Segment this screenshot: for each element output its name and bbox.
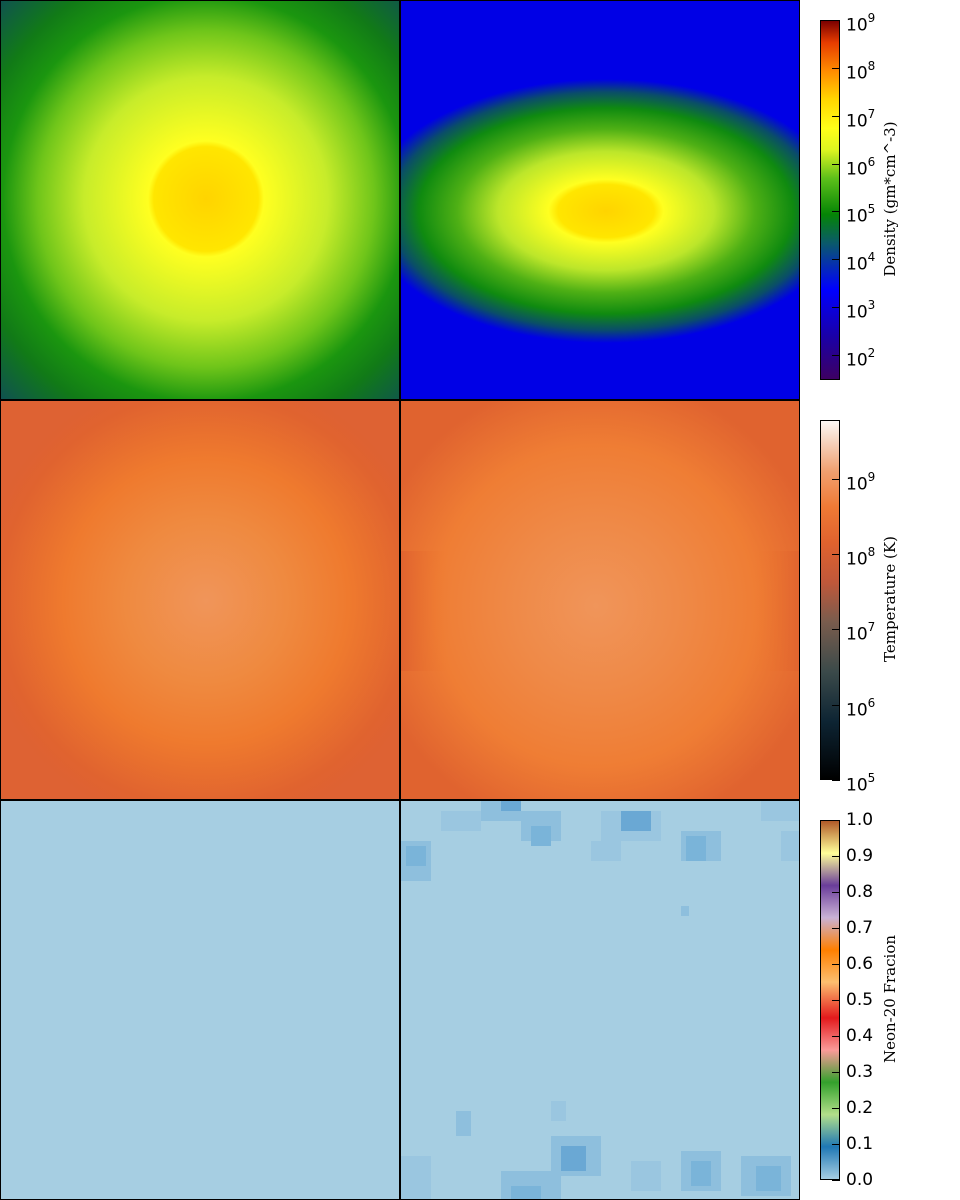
neon-panel-left [0, 800, 400, 1200]
neon-tick-mark [832, 1180, 840, 1181]
density-tick-mark [832, 307, 840, 309]
neon-tick-mark [832, 1144, 840, 1145]
density-panel-left [0, 0, 400, 400]
temperature-panel-right [400, 400, 800, 800]
temperature-tick-mark [832, 704, 840, 706]
neon-colorbar-gradient [821, 821, 839, 1179]
neon-map-right [401, 801, 799, 1199]
neon-tick-mark [832, 928, 840, 929]
temperature-tick-mark [832, 780, 840, 781]
temperature-tick-label: 106 [846, 695, 876, 721]
density-tick-label: 103 [846, 298, 876, 323]
neon-tick-mark [832, 1036, 840, 1037]
neon-tick-mark [832, 892, 840, 893]
neon-tick-label: 0.0 [846, 1170, 874, 1190]
temperature-band-right [401, 551, 799, 671]
neon-tick-label: 0.6 [846, 954, 874, 974]
density-tick-label: 105 [846, 202, 876, 228]
temperature-colorbar-label: Temperature (K) [881, 536, 899, 662]
temperature-tick-mark [832, 629, 840, 631]
neon-patches-bottom [401, 1101, 791, 1199]
temperature-colorbar [820, 420, 840, 780]
density-tick-mark [832, 259, 840, 261]
temperature-map-left [1, 401, 399, 799]
density-tick-mark [832, 20, 840, 21]
temperature-tick-label: 108 [846, 544, 876, 570]
density-colorbar [820, 20, 840, 380]
neon-panel-right [400, 800, 800, 1200]
density-map-left [1, 1, 399, 399]
density-tick-mark [832, 115, 840, 117]
density-tick-label: 104 [846, 250, 876, 275]
neon-tick-mark [832, 1108, 840, 1109]
density-tick-mark [832, 354, 840, 356]
density-panel-right [400, 0, 800, 400]
density-tick-label: 109 [846, 11, 876, 36]
temperature-tick-label: 107 [846, 620, 876, 645]
density-tick-label: 106 [846, 154, 876, 180]
neon-tick-mark [832, 1000, 840, 1001]
neon-tick-label: 0.2 [846, 1098, 874, 1118]
density-tick-label: 108 [846, 58, 876, 84]
neon-tick-label: 0.5 [846, 990, 874, 1010]
density-map-right [401, 1, 799, 399]
neon-tick-label: 0.9 [846, 846, 874, 866]
temperature-field-left [1, 401, 399, 799]
temperature-colorbar-gradient [821, 421, 839, 779]
density-field-right [401, 1, 799, 399]
density-field-left [1, 1, 399, 399]
temperature-tick-mark [832, 553, 840, 555]
temperature-panel-left [0, 400, 400, 800]
neon-tick-mark [832, 1072, 840, 1073]
density-tick-mark [832, 163, 840, 165]
neon-field-left [1, 801, 399, 1199]
density-colorbar-gradient [821, 21, 839, 379]
neon-tick-mark [832, 820, 840, 821]
neon-colorbar-label: Neon-20 Fracion [881, 934, 899, 1064]
neon-map-left [1, 801, 399, 1199]
neon-tick-label: 0.4 [846, 1026, 874, 1046]
temperature-tick-label: 105 [846, 771, 876, 796]
temperature-map-right [401, 401, 799, 799]
temperature-tick-label: 109 [846, 469, 876, 495]
neon-tick-mark [832, 964, 840, 965]
neon-tick-label: 1.0 [846, 810, 874, 830]
density-tick-mark [832, 67, 840, 69]
neon-tick-label: 0.8 [846, 882, 874, 902]
density-colorbar-label: Density (gm*cm^-3) [881, 121, 899, 277]
density-tick-mark [832, 211, 840, 213]
neon-tick-label: 0.3 [846, 1062, 874, 1082]
density-tick-label: 102 [846, 345, 876, 371]
neon-patches-top [401, 801, 799, 916]
density-tick-label: 107 [846, 106, 876, 132]
temperature-tick-mark [832, 478, 840, 480]
neon-tick-mark [832, 856, 840, 857]
neon-tick-label: 0.1 [846, 1134, 874, 1154]
neon-tick-label: 0.7 [846, 918, 874, 938]
